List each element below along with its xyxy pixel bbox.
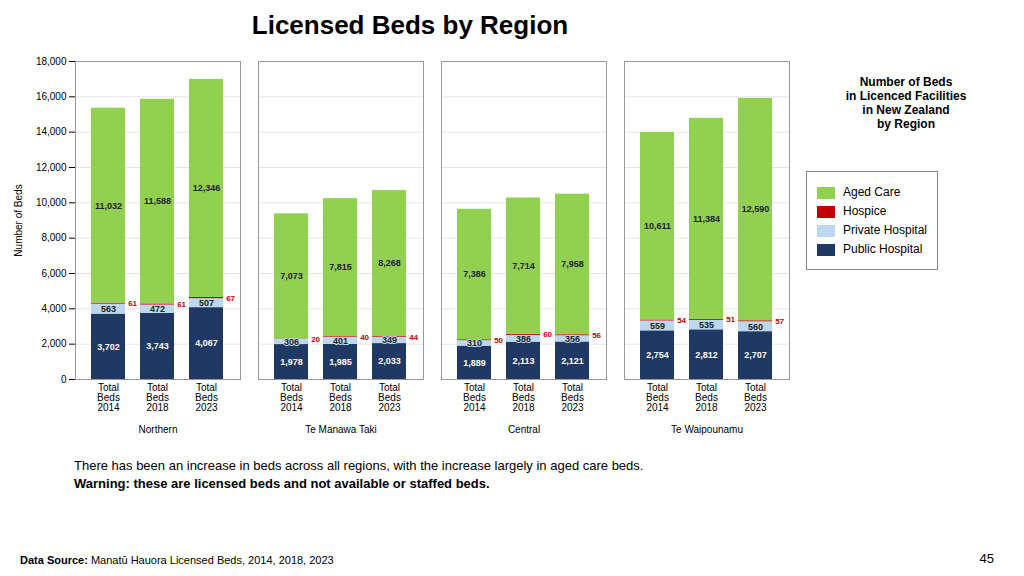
svg-text:Northern: Northern bbox=[139, 424, 178, 435]
html-text:Public Hospital: Public Hospital bbox=[843, 242, 923, 256]
svg-text:Central: Central bbox=[508, 424, 540, 435]
svg-text:20: 20 bbox=[311, 335, 320, 344]
svg-text:559: 559 bbox=[650, 321, 665, 331]
svg-text:6,000: 6,000 bbox=[41, 268, 66, 279]
svg-text:50: 50 bbox=[494, 336, 503, 345]
html-text:Licensed Beds by Region: Licensed Beds by Region bbox=[251, 10, 569, 40]
svg-text:14,000: 14,000 bbox=[36, 126, 67, 137]
html-text:There has been an increase in: There has been an increase in beds acros… bbox=[74, 458, 644, 473]
svg-text:0: 0 bbox=[61, 374, 67, 385]
svg-text:3,702: 3,702 bbox=[97, 342, 120, 352]
svg-text:349: 349 bbox=[382, 335, 397, 345]
svg-text:535: 535 bbox=[699, 320, 714, 330]
svg-text:Te Waipounamu: Te Waipounamu bbox=[671, 424, 743, 435]
svg-text:TotalBeds2018: TotalBeds2018 bbox=[512, 382, 535, 413]
svg-text:2,754: 2,754 bbox=[646, 350, 669, 360]
svg-text:TotalBeds2014: TotalBeds2014 bbox=[97, 382, 120, 413]
svg-text:2,113: 2,113 bbox=[512, 356, 534, 366]
svg-text:1,985: 1,985 bbox=[329, 357, 352, 367]
svg-text:7,815: 7,815 bbox=[329, 262, 352, 272]
svg-text:16,000: 16,000 bbox=[36, 91, 67, 102]
svg-text:18,000: 18,000 bbox=[36, 56, 67, 67]
svg-text:44: 44 bbox=[409, 333, 418, 342]
svg-text:386: 386 bbox=[516, 334, 531, 344]
svg-text:11,384: 11,384 bbox=[693, 214, 720, 224]
svg-text:7,386: 7,386 bbox=[463, 269, 486, 279]
html-text:Private Hospital: Private Hospital bbox=[843, 223, 927, 237]
svg-text:401: 401 bbox=[333, 336, 348, 346]
svg-text:TotalBeds2023: TotalBeds2023 bbox=[378, 382, 401, 413]
svg-text:TotalBeds2014: TotalBeds2014 bbox=[646, 382, 669, 413]
svg-text:7,714: 7,714 bbox=[512, 261, 535, 271]
svg-text:10,000: 10,000 bbox=[36, 197, 67, 208]
svg-text:2,707: 2,707 bbox=[744, 350, 767, 360]
svg-text:306: 306 bbox=[284, 337, 299, 347]
svg-text:310: 310 bbox=[467, 338, 482, 348]
html-text:Number of Beds in Licenced Fac: Number of Beds in Licenced Facilities in… bbox=[845, 75, 967, 131]
svg-text:TotalBeds2023: TotalBeds2023 bbox=[744, 382, 767, 413]
svg-text:2,000: 2,000 bbox=[41, 338, 66, 349]
svg-text:1,978: 1,978 bbox=[280, 357, 303, 367]
svg-text:560: 560 bbox=[748, 322, 763, 332]
svg-text:TotalBeds2018: TotalBeds2018 bbox=[146, 382, 169, 413]
svg-text:356: 356 bbox=[565, 334, 580, 344]
svg-text:4,067: 4,067 bbox=[195, 338, 218, 348]
svg-text:4,000: 4,000 bbox=[41, 303, 66, 314]
svg-text:2,121: 2,121 bbox=[561, 356, 584, 366]
html-text:Aged Care: Aged Care bbox=[843, 185, 901, 199]
svg-text:1,889: 1,889 bbox=[463, 358, 486, 368]
svg-text:12,000: 12,000 bbox=[36, 162, 67, 173]
svg-text:TotalBeds2023: TotalBeds2023 bbox=[195, 382, 218, 413]
svg-text:563: 563 bbox=[101, 304, 116, 314]
svg-text:TotalBeds2018: TotalBeds2018 bbox=[329, 382, 352, 413]
svg-text:2,033: 2,033 bbox=[378, 356, 401, 366]
html-text:45: 45 bbox=[979, 551, 994, 566]
svg-text:TotalBeds2018: TotalBeds2018 bbox=[695, 382, 718, 413]
html-text:Warning: these are licensed be: Warning: these are licensed beds and not… bbox=[74, 476, 490, 491]
svg-text:7,958: 7,958 bbox=[561, 259, 584, 269]
svg-text:12,590: 12,590 bbox=[742, 204, 770, 214]
html-text:Data Source: Manatū Hauora Lic: Data Source: Manatū Hauora Licensed Beds… bbox=[20, 554, 334, 566]
svg-text:11,032: 11,032 bbox=[95, 201, 122, 211]
svg-text:51: 51 bbox=[726, 315, 735, 324]
svg-text:10,611: 10,611 bbox=[644, 221, 671, 231]
svg-text:61: 61 bbox=[128, 299, 137, 308]
svg-text:54: 54 bbox=[677, 316, 686, 325]
svg-text:11,588: 11,588 bbox=[144, 196, 171, 206]
svg-text:40: 40 bbox=[360, 333, 369, 342]
svg-text:67: 67 bbox=[226, 294, 235, 303]
svg-text:2,812: 2,812 bbox=[695, 350, 718, 360]
html-text:Hospice: Hospice bbox=[843, 204, 887, 218]
svg-text:12,346: 12,346 bbox=[193, 183, 221, 193]
svg-text:60: 60 bbox=[543, 330, 552, 339]
svg-text:TotalBeds2014: TotalBeds2014 bbox=[463, 382, 486, 413]
svg-text:Number of Beds: Number of Beds bbox=[13, 184, 24, 256]
svg-text:57: 57 bbox=[775, 317, 784, 326]
svg-text:507: 507 bbox=[199, 298, 214, 308]
svg-text:56: 56 bbox=[592, 331, 601, 340]
svg-text:TotalBeds2023: TotalBeds2023 bbox=[561, 382, 584, 413]
svg-text:8,268: 8,268 bbox=[378, 258, 401, 268]
svg-text:3,743: 3,743 bbox=[146, 341, 169, 351]
svg-text:8,000: 8,000 bbox=[41, 232, 66, 243]
svg-text:7,073: 7,073 bbox=[280, 271, 303, 281]
svg-text:472: 472 bbox=[150, 304, 165, 314]
svg-text:Te Manawa Taki: Te Manawa Taki bbox=[305, 424, 377, 435]
svg-text:TotalBeds2014: TotalBeds2014 bbox=[280, 382, 303, 413]
svg-text:61: 61 bbox=[177, 300, 186, 309]
